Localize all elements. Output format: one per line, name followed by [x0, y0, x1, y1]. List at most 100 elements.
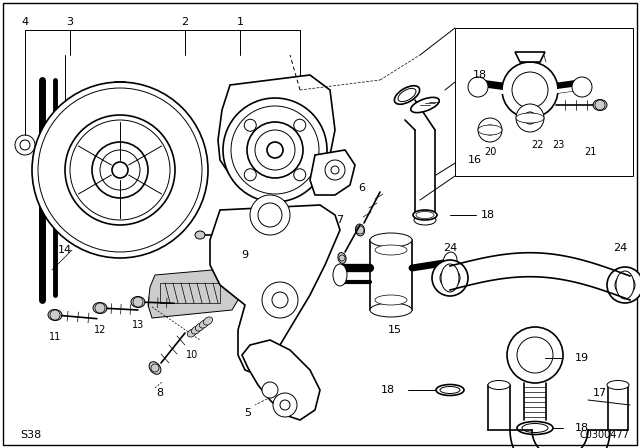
Ellipse shape — [414, 215, 436, 225]
Polygon shape — [310, 150, 355, 195]
Text: C0300477: C0300477 — [580, 430, 630, 440]
Circle shape — [294, 169, 306, 181]
Ellipse shape — [394, 86, 420, 104]
Circle shape — [50, 310, 60, 320]
Circle shape — [512, 72, 548, 108]
Circle shape — [507, 327, 563, 383]
Circle shape — [607, 267, 640, 303]
Polygon shape — [148, 268, 240, 318]
Ellipse shape — [149, 362, 161, 374]
Text: 18: 18 — [381, 385, 395, 395]
Text: 13: 13 — [132, 320, 144, 330]
Text: 24: 24 — [443, 243, 457, 253]
Ellipse shape — [516, 113, 544, 123]
Ellipse shape — [375, 245, 407, 255]
Circle shape — [133, 297, 143, 307]
Circle shape — [485, 125, 495, 135]
Circle shape — [339, 255, 345, 261]
Ellipse shape — [616, 271, 634, 299]
Circle shape — [151, 364, 159, 372]
Text: 3: 3 — [67, 17, 74, 27]
Ellipse shape — [517, 422, 553, 435]
Circle shape — [65, 115, 175, 225]
Ellipse shape — [188, 329, 196, 337]
Ellipse shape — [370, 233, 412, 247]
Ellipse shape — [191, 326, 200, 334]
Circle shape — [280, 400, 290, 410]
Circle shape — [61, 141, 69, 149]
Ellipse shape — [93, 302, 107, 314]
Ellipse shape — [398, 88, 416, 102]
Circle shape — [294, 119, 306, 131]
Text: 24: 24 — [613, 243, 627, 253]
Ellipse shape — [522, 423, 548, 432]
Circle shape — [356, 226, 364, 234]
Ellipse shape — [282, 230, 298, 240]
Text: 17: 17 — [593, 388, 607, 398]
Circle shape — [267, 142, 283, 158]
Circle shape — [615, 275, 635, 295]
Circle shape — [273, 393, 297, 417]
Circle shape — [95, 303, 105, 313]
Text: 19: 19 — [575, 353, 589, 363]
Circle shape — [15, 135, 35, 155]
Ellipse shape — [411, 97, 439, 112]
Circle shape — [244, 169, 256, 181]
Text: 18: 18 — [481, 210, 495, 220]
Polygon shape — [242, 340, 320, 420]
Ellipse shape — [440, 387, 460, 393]
Ellipse shape — [375, 295, 407, 305]
Ellipse shape — [593, 99, 607, 111]
Polygon shape — [515, 52, 545, 62]
Circle shape — [20, 140, 30, 150]
Circle shape — [112, 162, 128, 178]
Text: 15: 15 — [388, 325, 402, 335]
Ellipse shape — [204, 317, 212, 325]
Circle shape — [468, 77, 488, 97]
Circle shape — [262, 282, 298, 318]
Text: 6: 6 — [358, 183, 365, 193]
Ellipse shape — [48, 310, 62, 320]
Text: 18: 18 — [473, 70, 487, 80]
Circle shape — [272, 292, 288, 308]
Ellipse shape — [443, 252, 457, 272]
Ellipse shape — [338, 253, 346, 263]
Text: 9: 9 — [241, 250, 248, 260]
Text: 7: 7 — [337, 215, 344, 225]
Text: 2: 2 — [181, 17, 189, 27]
Text: 1: 1 — [237, 17, 243, 27]
Ellipse shape — [333, 264, 347, 286]
Circle shape — [247, 122, 303, 178]
Circle shape — [502, 62, 558, 118]
Text: 21: 21 — [584, 147, 596, 157]
Bar — [370, 240, 412, 310]
Polygon shape — [210, 205, 340, 375]
Ellipse shape — [441, 264, 459, 292]
Text: 10: 10 — [186, 350, 198, 360]
Ellipse shape — [416, 211, 434, 219]
Text: 12: 12 — [94, 325, 106, 335]
Ellipse shape — [607, 380, 629, 389]
Text: 18: 18 — [575, 423, 589, 433]
Circle shape — [244, 119, 256, 131]
Ellipse shape — [195, 323, 205, 331]
Circle shape — [325, 160, 345, 180]
Text: S38: S38 — [20, 430, 41, 440]
Circle shape — [223, 98, 327, 202]
Circle shape — [440, 268, 460, 288]
Circle shape — [524, 112, 536, 124]
Ellipse shape — [200, 320, 209, 328]
Ellipse shape — [488, 380, 510, 389]
Text: 22: 22 — [532, 140, 544, 150]
Text: 23: 23 — [552, 140, 564, 150]
Text: 4: 4 — [21, 17, 29, 27]
Polygon shape — [218, 75, 335, 200]
Circle shape — [331, 166, 339, 174]
Circle shape — [250, 195, 290, 235]
Ellipse shape — [131, 297, 145, 307]
Circle shape — [258, 203, 282, 227]
Circle shape — [517, 337, 553, 373]
Text: 5: 5 — [244, 408, 252, 418]
Text: 20: 20 — [484, 147, 496, 157]
Ellipse shape — [478, 125, 502, 135]
